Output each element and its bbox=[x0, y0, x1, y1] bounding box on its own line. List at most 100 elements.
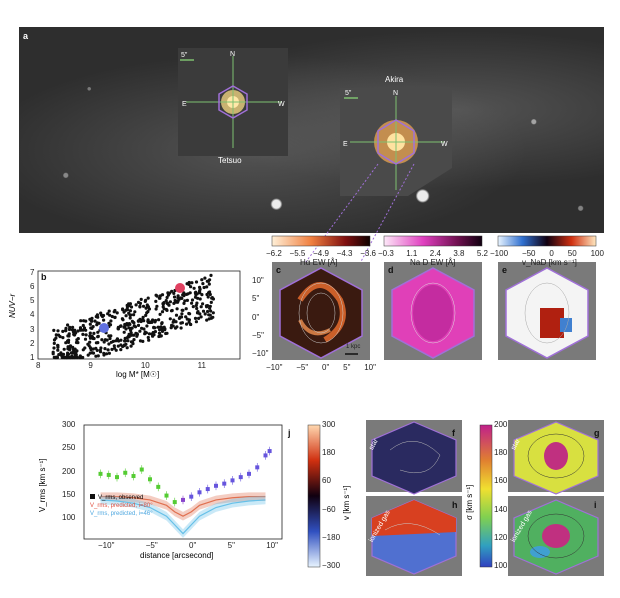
scatter-point bbox=[108, 336, 112, 341]
map-c-xtick: 5" bbox=[343, 363, 351, 372]
legend-predicted-blue: V_rms, predicted, i=46° bbox=[90, 511, 153, 517]
scatter-point bbox=[88, 331, 92, 335]
scatter-point bbox=[202, 285, 206, 290]
scatter-point bbox=[63, 355, 68, 360]
map-c-xtick: 10" bbox=[364, 363, 376, 372]
panel-j-ytick: 100 bbox=[62, 513, 76, 522]
scatter-point bbox=[179, 315, 184, 319]
scatter-point bbox=[93, 319, 97, 323]
scatter-point bbox=[76, 329, 80, 333]
nad-tick: 3.8 bbox=[453, 249, 465, 258]
scatter-point bbox=[128, 322, 132, 326]
scatter-point bbox=[184, 315, 188, 319]
map-c-ytick: −10" bbox=[252, 349, 269, 358]
scatter-point bbox=[133, 310, 137, 314]
scatter-point bbox=[99, 346, 103, 350]
scatter-point bbox=[195, 301, 199, 305]
scatter-point bbox=[56, 343, 60, 347]
halpha-tick: −6.2 bbox=[266, 249, 282, 258]
scatter-point bbox=[208, 290, 212, 294]
scatter-point bbox=[199, 305, 203, 309]
scatter-point bbox=[108, 323, 113, 327]
scatter-point bbox=[194, 303, 198, 308]
map-c bbox=[272, 262, 370, 360]
scatter-point bbox=[138, 339, 143, 343]
scatter-point bbox=[101, 313, 106, 318]
scatter-point bbox=[171, 320, 175, 324]
scatter-point bbox=[126, 339, 130, 343]
panel-b-ytick: 6 bbox=[30, 282, 35, 292]
scatter-point bbox=[144, 331, 148, 335]
map-c-xtick: −5" bbox=[296, 363, 309, 372]
halpha-colorbar-ticks: −6.2 −5.5 −4.9 −4.3 −3.6 bbox=[266, 249, 376, 258]
scatter-point bbox=[206, 295, 210, 299]
scatter-point bbox=[128, 302, 132, 306]
sigma-colorbar-label: σ [km s⁻¹] bbox=[465, 484, 474, 520]
scatter-point bbox=[146, 296, 150, 300]
panel-j-chart bbox=[98, 446, 272, 538]
sigma-tick: 100 bbox=[494, 560, 508, 570]
scatter-point bbox=[129, 344, 133, 348]
scatter-point bbox=[175, 299, 179, 303]
scatter-point bbox=[81, 323, 85, 328]
scatter-point bbox=[129, 313, 133, 317]
panel-b-xtick: 8 bbox=[36, 361, 41, 370]
nad-tick: −0.3 bbox=[378, 249, 394, 258]
tetsuo-west: W bbox=[278, 101, 285, 108]
scatter-point bbox=[84, 333, 88, 337]
scatter-point bbox=[102, 340, 106, 344]
panel-j-xtick: 5" bbox=[227, 541, 235, 550]
scatter-point bbox=[164, 307, 168, 312]
nad-colorbar bbox=[383, 235, 483, 247]
panel-b-ytick: 1 bbox=[30, 352, 35, 362]
panel-b-ytick: 2 bbox=[30, 338, 35, 348]
scatter-point bbox=[182, 294, 186, 298]
predicted-blue-band bbox=[100, 495, 266, 538]
scatter-point bbox=[209, 309, 213, 313]
scatter-point bbox=[116, 344, 120, 348]
panel-letter-c: c bbox=[276, 265, 282, 275]
velocity-tick: 180 bbox=[322, 448, 336, 458]
scatter-point bbox=[179, 326, 183, 330]
panel-b-xtick: 9 bbox=[88, 361, 93, 370]
panel-b-xlabel: log M* [M☉] bbox=[116, 370, 160, 379]
scatter-point bbox=[112, 310, 116, 314]
scatter-point bbox=[190, 281, 194, 285]
scatter-point bbox=[138, 329, 142, 333]
scale-bar-label: 1 kpc bbox=[346, 344, 361, 350]
tetsuo-east: E bbox=[182, 101, 187, 108]
halpha-colorbar-label: Hα EW [Å] bbox=[300, 258, 338, 267]
vnad-tick: −50 bbox=[521, 249, 536, 258]
scatter-point bbox=[172, 291, 176, 295]
scatter-point bbox=[188, 322, 193, 326]
vnad-colorbar bbox=[497, 235, 597, 247]
panel-j-ylabel: V_rms [km s⁻¹] bbox=[38, 458, 47, 512]
scatter-point bbox=[160, 329, 165, 333]
scatter-point bbox=[129, 340, 133, 344]
scatter-point bbox=[87, 344, 91, 348]
scatter-point bbox=[96, 354, 100, 358]
scatter-point bbox=[200, 293, 204, 297]
scatter-point bbox=[180, 308, 184, 312]
panel-letter-i: i bbox=[594, 500, 597, 510]
scatter-point bbox=[139, 297, 143, 301]
map-d bbox=[384, 262, 482, 360]
scatter-point bbox=[208, 278, 212, 282]
scatter-point bbox=[158, 331, 162, 335]
scatter-point bbox=[89, 348, 93, 352]
sigma-tick: 200 bbox=[494, 420, 508, 429]
scatter-point bbox=[103, 347, 107, 351]
scatter-point bbox=[159, 334, 163, 338]
panel-letter-a: a bbox=[23, 31, 29, 41]
scatter-point bbox=[57, 353, 61, 357]
scatter-point bbox=[134, 331, 138, 335]
scatter-point bbox=[156, 325, 160, 329]
panel-b-ylabel: NUV−r bbox=[8, 293, 17, 318]
scatter-point bbox=[132, 313, 136, 317]
scatter-point bbox=[79, 328, 83, 332]
scatter-point bbox=[95, 313, 99, 317]
map-i bbox=[508, 496, 604, 576]
panel-letter-b: b bbox=[41, 272, 47, 282]
panel-j-frame bbox=[83, 424, 283, 540]
scatter-point bbox=[138, 304, 142, 308]
